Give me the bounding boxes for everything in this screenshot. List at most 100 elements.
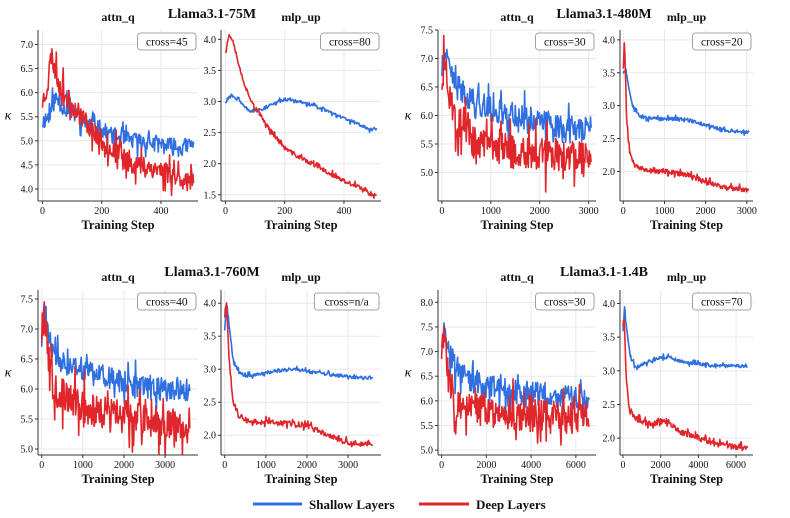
x-axis-label: Training Step — [650, 218, 723, 232]
x-axis-label: Training Step — [264, 218, 337, 232]
x-axis-label: Training Step — [81, 472, 154, 486]
x-tick-label: 0 — [222, 460, 227, 471]
y-tick-label: 4.5 — [21, 160, 34, 171]
y-tick-label: 4.0 — [21, 184, 34, 195]
series-line-shallow — [622, 68, 750, 136]
y-tick-label: 3.5 — [204, 332, 217, 343]
x-axis-label: Training Step — [650, 472, 723, 486]
panel-title: mlp_up — [667, 10, 707, 24]
series-group — [40, 301, 191, 455]
series-group — [622, 306, 749, 452]
x-axis-label: Training Step — [480, 472, 553, 486]
panels-group: 0 200 400 4.0 4.5 5.0 5.5 6.0 6.5 7.0 attn_q Traini… — [5, 10, 757, 486]
y-tick-label: 2.5 — [603, 400, 616, 411]
y-tick-label: 4.0 — [603, 35, 616, 46]
panel-title: attn_q — [101, 270, 135, 284]
y-tick-label: 7.5 — [421, 322, 434, 333]
cross-annotation-box — [313, 292, 380, 311]
y-tick-label: 2.0 — [204, 431, 217, 442]
y-tick-label: 5.5 — [421, 140, 434, 151]
y-tick-label: 6.5 — [21, 64, 34, 75]
x-tick-label: 2000 — [696, 206, 716, 217]
x-tick-label: 0 — [439, 460, 444, 471]
y-tick-label: 5.5 — [421, 421, 434, 432]
panel-title: mlp_up — [281, 10, 321, 24]
x-tick-label: 4000 — [521, 460, 541, 471]
y-tick-label: 2.5 — [603, 134, 616, 145]
panel-g2-p2: 0 1000 2000 3000 2.0 2.5 3.0 3.5 4.0 mlp_up Traini… — [603, 10, 757, 232]
series-group — [224, 33, 378, 199]
y-tick-label: 5.0 — [21, 136, 34, 147]
panel-g3-p1: 0 1000 2000 3000 5.0 5.5 6.0 6.5 7.0 7.5 attn_q Tra… — [5, 270, 198, 486]
y-tick-label: 6.0 — [21, 385, 34, 396]
x-tick-label: 400 — [336, 206, 351, 217]
series-line-deep — [40, 301, 191, 455]
cross-annotation-box — [535, 32, 595, 51]
x-axis-label: Training Step — [81, 218, 154, 232]
x-tick-label: 1000 — [73, 460, 93, 471]
y-tick-label: 8.0 — [421, 298, 434, 309]
x-tick-label: 2000 — [651, 460, 671, 471]
x-tick-label: 3000 — [338, 460, 358, 471]
cross-annotation-box — [535, 292, 595, 311]
y-axis-label: κ — [5, 109, 12, 124]
cross-annotation-box — [692, 292, 752, 311]
panel-g4-p2: 0 2000 4000 6000 2.0 2.5 3.0 3.5 4.0 mlp_up Traini… — [603, 270, 753, 486]
x-tick-label: 3000 — [579, 206, 599, 217]
cross-annotation-box — [692, 32, 752, 51]
cross-annotation-box — [320, 32, 380, 51]
x-axis-label: Training Step — [480, 218, 553, 232]
x-tick-label: 2000 — [476, 460, 496, 471]
panel-title: attn_q — [500, 10, 534, 24]
cross-annotation-box — [137, 32, 197, 51]
x-tick-label: 2000 — [530, 206, 550, 217]
x-tick-label: 1000 — [256, 460, 276, 471]
cross-annotation-box — [137, 292, 197, 311]
x-tick-label: 0 — [39, 460, 44, 471]
cross-annotation-label: cross=30 — [544, 297, 586, 309]
y-tick-label: 2.0 — [603, 434, 616, 445]
x-axis-label: Training Step — [264, 472, 337, 486]
series-group — [440, 322, 591, 446]
y-tick-label: 7.0 — [21, 40, 34, 51]
series-line-deep — [223, 302, 374, 448]
panel-title: mlp_up — [667, 270, 707, 284]
y-tick-label: 2.0 — [204, 159, 217, 170]
y-tick-label: 6.5 — [21, 355, 34, 366]
y-tick-label: 4.0 — [204, 299, 217, 310]
x-tick-label: 6000 — [726, 460, 746, 471]
legend-shallow-label: Shallow Layers — [309, 497, 395, 512]
y-tick-label: 4.0 — [204, 35, 217, 46]
y-tick-label: 3.0 — [204, 97, 217, 108]
y-tick-label: 3.5 — [204, 66, 217, 77]
y-tick-label: 5.5 — [21, 415, 34, 426]
y-tick-label: 2.0 — [603, 167, 616, 178]
panel-title: attn_q — [500, 270, 534, 284]
y-tick-label: 2.5 — [204, 128, 217, 139]
cross-annotation-label: cross=70 — [701, 297, 743, 309]
y-tick-label: 3.5 — [603, 333, 616, 344]
y-tick-label: 6.5 — [421, 83, 434, 94]
y-tick-label: 5.5 — [21, 112, 34, 123]
y-tick-label: 5.0 — [21, 445, 34, 456]
legend: Shallow Layers Deep Layers — [253, 497, 546, 512]
x-tick-label: 6000 — [566, 460, 586, 471]
x-tick-label: 3000 — [155, 460, 175, 471]
series-line-shallow — [41, 87, 195, 160]
legend-deep-label: Deep Layers — [476, 497, 546, 512]
y-tick-label: 5.0 — [421, 446, 434, 457]
panel-g1-p2: 0 200 400 1.5 2.0 2.5 3.0 3.5 4.0 mlp_up Training … — [204, 10, 381, 232]
series-group — [223, 302, 374, 448]
series-group — [41, 48, 195, 197]
y-tick-label: 3.5 — [603, 68, 616, 79]
series-line-deep — [622, 319, 749, 452]
y-tick-label: 6.0 — [421, 111, 434, 122]
x-tick-label: 0 — [621, 206, 626, 217]
series-line-shallow — [622, 306, 749, 371]
y-axis-label: κ — [5, 366, 12, 381]
y-tick-label: 6.0 — [21, 88, 34, 99]
y-tick-label: 5.0 — [421, 168, 434, 179]
panel-g2-p1: 0 1000 2000 3000 5.0 5.5 6.0 6.5 7.0 7.5 attn_q Tra… — [405, 10, 599, 232]
y-axis-label: κ — [405, 109, 412, 124]
